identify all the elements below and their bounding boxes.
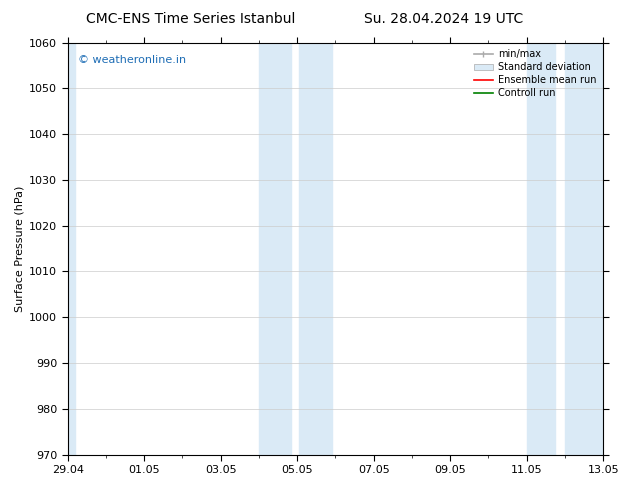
Bar <box>299 43 332 455</box>
Bar <box>565 43 605 455</box>
Y-axis label: Surface Pressure (hPa): Surface Pressure (hPa) <box>15 185 25 312</box>
Bar <box>66 43 75 455</box>
Text: CMC-ENS Time Series Istanbul: CMC-ENS Time Series Istanbul <box>86 12 295 26</box>
Legend: min/max, Standard deviation, Ensemble mean run, Controll run: min/max, Standard deviation, Ensemble me… <box>472 48 598 100</box>
Bar <box>527 43 555 455</box>
Text: Su. 28.04.2024 19 UTC: Su. 28.04.2024 19 UTC <box>364 12 524 26</box>
Bar <box>259 43 292 455</box>
Text: © weatheronline.in: © weatheronline.in <box>79 55 186 65</box>
